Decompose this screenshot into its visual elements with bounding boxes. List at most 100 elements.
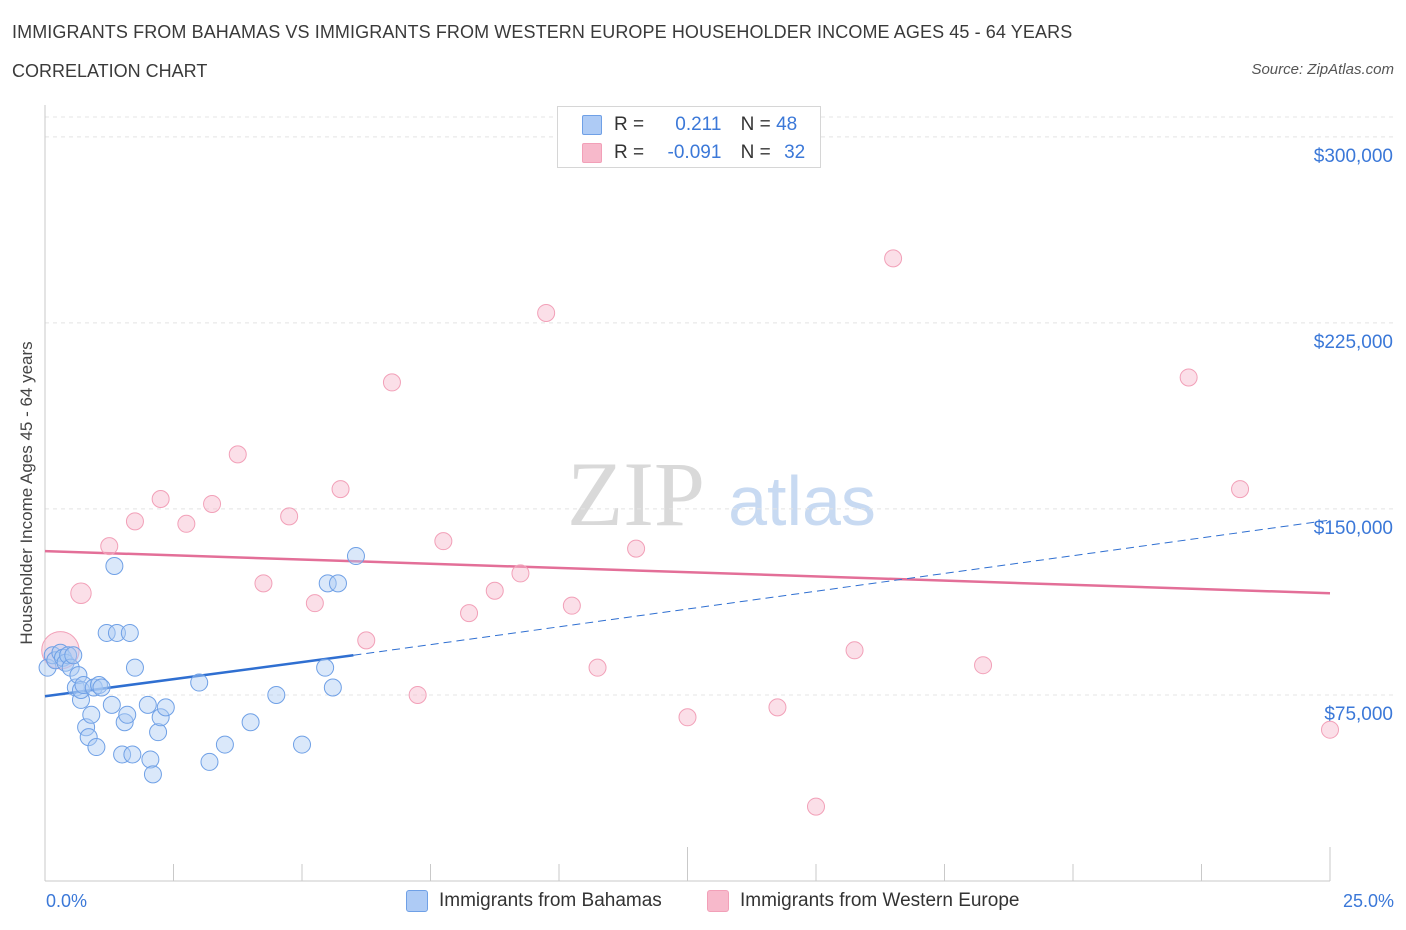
legend-r-label: R = [614, 142, 645, 163]
data-point-western-europe [537, 303, 556, 322]
data-point-western-europe [845, 641, 864, 660]
data-point-bahamas [200, 752, 219, 771]
legend-n-label: N = [740, 142, 771, 163]
data-point-bahamas [328, 574, 347, 593]
data-point-western-europe [1179, 368, 1198, 387]
series-legend: Immigrants from Bahamas Immigrants from … [0, 890, 1406, 916]
data-point-western-europe [331, 480, 350, 499]
data-point-bahamas [56, 653, 75, 672]
data-point-western-europe [678, 708, 697, 727]
data-point-bahamas [107, 623, 126, 642]
data-point-western-europe [357, 631, 376, 650]
trend-lines [44, 519, 1331, 698]
trend-line-western-europe [44, 549, 1331, 595]
data-point-bahamas [215, 735, 234, 754]
y-tick-label: $75,000 [1324, 704, 1393, 725]
data-point-western-europe [434, 532, 453, 551]
legend-item-western-europe: Immigrants from Western Europe [707, 890, 1019, 912]
data-point-bahamas [113, 745, 132, 764]
data-point-bahamas [97, 623, 116, 642]
data-point-bahamas [89, 676, 108, 695]
data-point-western-europe [884, 249, 903, 268]
data-point-western-europe [1321, 720, 1339, 739]
correlation-legend: R = 0.211 N = 48 R = -0.091 N = 32 [557, 106, 821, 168]
data-point-bahamas [323, 678, 342, 697]
data-point-bahamas [102, 695, 121, 714]
data-point-bahamas [69, 666, 88, 685]
y-tick-label: $150,000 [1314, 518, 1393, 539]
legend-n-value: 48 [776, 114, 798, 135]
data-point-bahamas [92, 678, 111, 697]
watermark-atlas: atlas [728, 462, 876, 540]
y-tick-label: $225,000 [1314, 332, 1393, 353]
data-point-bahamas [318, 574, 337, 593]
data-point-western-europe [254, 574, 273, 593]
legend-r-value: -0.091 [667, 142, 722, 163]
data-point-bahamas [115, 713, 134, 732]
legend-n-label: N = [740, 114, 771, 135]
y-tick-label: $300,000 [1314, 146, 1393, 167]
legend-swatch-bahamas [582, 115, 602, 135]
data-point-western-europe [382, 373, 401, 392]
data-point-western-europe [305, 594, 324, 613]
data-point-western-europe [151, 490, 170, 508]
data-point-bahamas [241, 713, 260, 732]
data-point-bahamas [53, 648, 72, 667]
legend-n-value: 32 [784, 142, 806, 163]
data-point-bahamas [293, 735, 311, 754]
data-point-bahamas [141, 750, 160, 769]
legend-swatch-bahamas [406, 890, 428, 912]
data-point-western-europe [100, 537, 119, 556]
data-point-western-europe [768, 698, 787, 717]
watermark: ZIP atlas [567, 443, 876, 545]
data-point-bahamas [267, 685, 286, 704]
data-point-western-europe [562, 596, 581, 615]
chart-subtitle: CORRELATION CHART [12, 61, 208, 81]
data-point-western-europe [177, 514, 196, 533]
axes [44, 105, 1331, 882]
data-point-bahamas [82, 705, 101, 724]
data-point-bahamas [156, 698, 175, 717]
data-point-western-europe [460, 604, 479, 623]
trend-line-bahamas [44, 654, 354, 698]
data-point-western-europe [228, 445, 247, 464]
data-point-bahamas [74, 676, 93, 695]
data-point-bahamas [316, 658, 335, 677]
data-point-western-europe [511, 564, 530, 583]
data-point-western-europe [974, 656, 993, 675]
y-tick-labels: $75,000 $150,000 $225,000 $300,000 [1314, 146, 1393, 725]
series-western-europe [41, 249, 1339, 816]
data-point-western-europe [807, 797, 825, 816]
x-tick-label-min: 0.0% [46, 891, 88, 911]
data-point-western-europe [1231, 480, 1250, 499]
data-point-bahamas [151, 708, 170, 727]
legend-swatch-western-europe [707, 890, 729, 912]
legend-swatch-western-europe [582, 143, 602, 163]
data-point-bahamas [143, 765, 162, 784]
data-point-bahamas [84, 678, 103, 697]
data-point-bahamas [120, 623, 139, 642]
x-tick-label-max: 25.0% [1342, 891, 1394, 911]
data-point-bahamas [125, 658, 144, 677]
chart-title: IMMIGRANTS FROM BAHAMAS VS IMMIGRANTS FR… [12, 22, 1073, 42]
data-point-western-europe [280, 507, 299, 526]
data-point-western-europe [485, 581, 504, 600]
data-point-western-europe [408, 685, 427, 704]
data-point-western-europe [203, 494, 222, 513]
legend-r-value: 0.211 [675, 114, 722, 135]
legend-label-western-europe: Immigrants from Western Europe [740, 890, 1020, 911]
data-point-bahamas [71, 690, 90, 709]
legend-label-bahamas: Immigrants from Bahamas [439, 890, 662, 911]
data-point-bahamas [346, 547, 365, 566]
data-point-western-europe [588, 658, 607, 677]
data-point-bahamas [138, 695, 157, 714]
gridlines [45, 116, 1393, 696]
data-point-western-europe [125, 512, 144, 531]
data-point-bahamas [118, 705, 137, 724]
data-point-bahamas [105, 556, 124, 575]
legend-r-label: R = [614, 114, 645, 135]
data-point-bahamas [123, 745, 142, 764]
data-point-bahamas [149, 723, 168, 742]
series-bahamas [38, 547, 365, 784]
